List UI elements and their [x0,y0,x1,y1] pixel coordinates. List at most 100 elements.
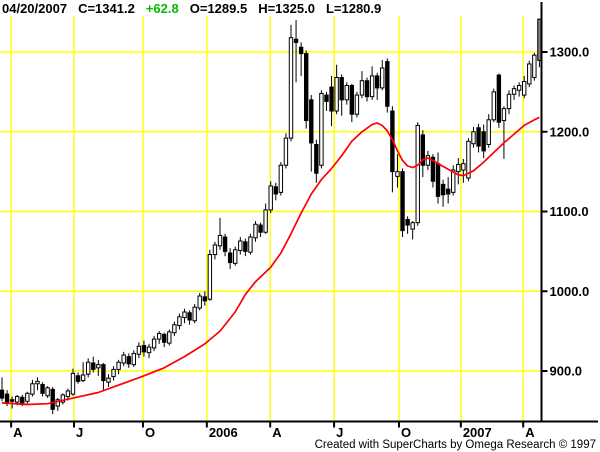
candle-body [385,61,390,107]
moving-average-path [1,116,540,406]
candle-body [116,361,121,370]
candle [248,233,253,255]
candle [167,329,172,346]
candle [491,88,496,123]
candle-body [146,346,152,354]
candle-body [202,296,208,302]
candle-body [126,356,131,365]
candle-body [334,77,339,112]
candle-body [75,375,81,382]
candle [309,95,314,172]
candle-body [420,134,426,166]
candle [30,379,35,397]
candle [25,391,30,404]
candle [80,362,86,383]
candle-body [96,364,101,369]
candle [136,342,142,359]
candle-body [486,119,491,146]
candle [354,91,360,118]
candle [182,308,187,324]
x-axis-label: O [145,425,155,440]
candle-body [238,240,243,252]
candle [91,356,96,373]
candle-body [243,241,248,252]
candle-body [15,396,20,403]
candle [60,393,66,405]
candle [253,221,258,242]
candle [405,216,410,234]
x-axis-label: A [272,425,282,440]
candle-body [167,331,172,344]
axes [0,2,598,428]
candle-body [156,333,162,340]
candle-body [405,218,410,226]
candle [522,75,527,99]
candle-body [430,156,436,182]
candle-body [451,169,456,193]
x-axis-label: A [13,425,23,440]
candle-body [374,75,380,89]
candle-body [435,163,441,197]
candle [456,158,461,185]
x-axis-label: O [401,425,411,440]
y-axis-label: 1100.0 [550,204,589,219]
candle-body [233,249,238,264]
candle-body [4,393,10,404]
candle [339,74,344,116]
candle-body [248,236,253,253]
candle-body [80,374,86,382]
candle [527,60,532,88]
candle-body [359,80,365,96]
candle [374,72,380,100]
candle [359,71,365,99]
candle [162,332,167,348]
candle [481,124,486,159]
candle [400,168,405,238]
candle [146,343,152,359]
candle [501,106,507,159]
candle-body [461,163,466,171]
candle-body [65,390,71,398]
candle-body [253,223,258,239]
candle [532,52,537,81]
candle-body [425,155,431,166]
candle [319,90,324,169]
candle [85,358,91,378]
axis-labels: 1300.0 1200.0 1100.0 1000.0 900.0 A J O 2006 A J O 2… [13,45,589,441]
candle [293,20,299,83]
candle-body [298,46,304,55]
quote-high: H=1325.0 [258,1,315,16]
candle [156,331,162,344]
candle [131,350,137,368]
candle-body [516,84,522,91]
candle-body [400,171,405,232]
candle [435,152,441,204]
candle [106,374,111,387]
candle [390,106,395,193]
candle [70,368,76,396]
candle [410,221,415,240]
candle-body [212,244,218,256]
candle-body [101,364,106,382]
candle [334,64,339,115]
quote-change: +62.8 [145,1,179,16]
candle [233,246,238,266]
candle [222,233,228,257]
candle-body [314,144,319,174]
candle-body [349,84,355,115]
candle-body [162,333,167,343]
candle [101,363,106,391]
candle-body [136,345,142,355]
candle-body [0,389,5,399]
candle [40,382,45,397]
candle-body [273,186,278,195]
candle-body [527,63,532,85]
candle [35,377,40,391]
candle-body [70,372,76,395]
candle [151,335,157,352]
candle-body [217,234,223,247]
x-axis-label: J [336,425,343,440]
candle [506,90,512,115]
candle-body [177,316,182,327]
candle-body [319,92,324,166]
